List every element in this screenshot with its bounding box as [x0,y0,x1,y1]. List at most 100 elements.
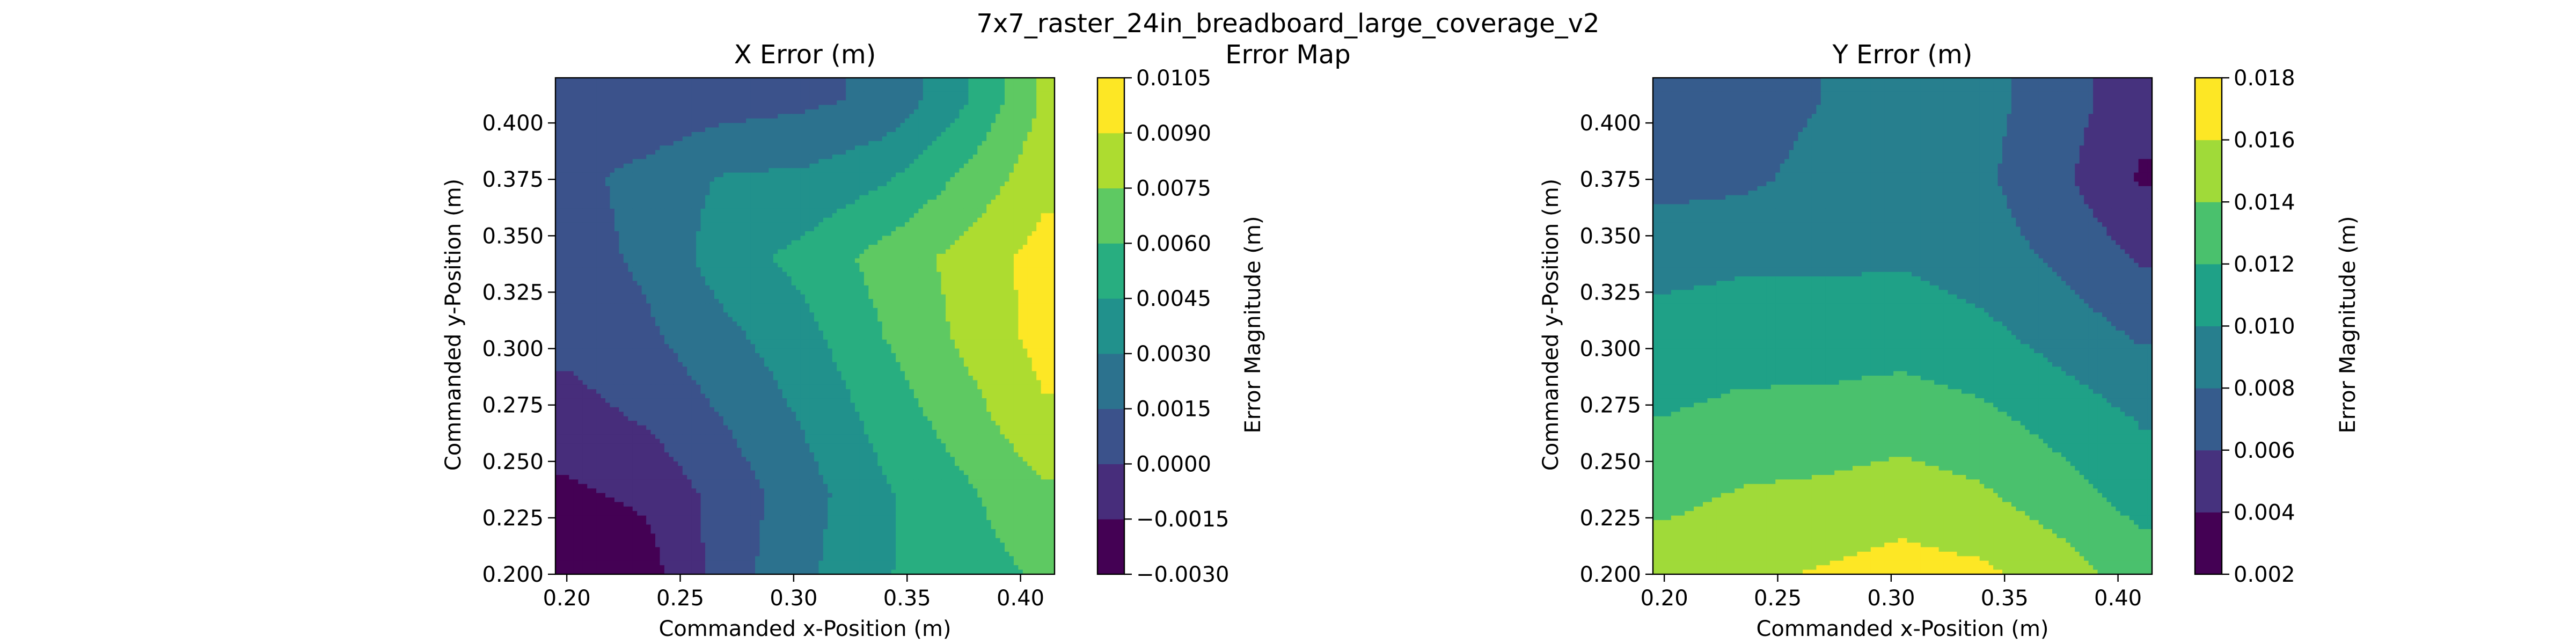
x-error-contour-cell [991,136,996,142]
x-error-contour-cell [723,96,728,101]
x-error-contour-cell [932,222,937,228]
x-error-contour-cell [955,245,960,250]
x-error-contour-cell [578,86,583,92]
x-error-contour-cell [1031,177,1037,182]
x-error-contour-cell [741,127,747,133]
x-error-contour-cell [841,78,846,83]
x-error-contour-cell [705,204,711,209]
x-error-contour-cell [623,281,628,286]
x-error-contour-cell [764,127,769,133]
x-error-contour-cell [705,100,711,106]
x-error-contour-cell [918,267,924,273]
x-error-contour-cell [1013,276,1019,282]
x-error-contour-cell [700,191,706,196]
x-error-contour-cell [660,253,665,259]
x-error-contour-cell [963,78,969,83]
x-error-contour-cell [832,200,837,205]
x-error-contour-cell [632,91,638,97]
x-error-contour-cell [578,159,583,164]
x-error-contour-cell [800,226,806,232]
x-error-contour-cell [646,253,652,259]
x-error-contour-cell [773,172,778,178]
x-error-contour-cell [628,258,633,264]
x-error-contour-cell [555,131,561,137]
x-error-contour-cell [968,217,974,223]
x-error-contour-cell [732,181,737,187]
x-error-contour-cell [791,114,796,119]
x-error-contour-cell [955,118,960,123]
x-error-contour-cell [728,217,733,223]
x-error-contour-cell [555,191,561,196]
x-error-contour-cell [632,236,638,241]
x-error-contour-cell [868,154,874,159]
x-error-contour-cell [873,186,878,191]
x-error-contour-cell [728,131,733,137]
x-error-contour-cell [859,118,865,123]
x-error-contour-cell [791,168,796,173]
x-error-contour-cell [587,236,592,241]
x-error-contour-cell [1013,118,1019,123]
x-error-contour-cell [991,226,996,232]
x-error-contour-cell [782,253,787,259]
x-error-contour-cell [1036,276,1042,282]
x-error-contour-cell [755,86,760,92]
x-error-contour-cell [573,100,579,106]
x-error-contour-cell [628,159,633,164]
x-error-contour-cell [932,217,937,223]
x-error-contour-cell [955,114,960,119]
x-error-contour-cell [664,109,669,114]
x-error-contour-cell [728,141,733,146]
x-error-contour-cell [691,191,697,196]
x-error-contour-cell [991,208,996,214]
x-error-contour-cell [555,222,561,228]
x-error-contour-cell [800,191,806,196]
x-error-contour-cell [991,131,996,137]
x-error-contour-cell [936,82,942,87]
x-error-contour-cell [863,253,869,259]
x-error-contour-cell [887,105,892,110]
x-error-contour-cell [1050,226,1055,232]
x-error-contour-cell [714,109,719,114]
x-error-contour-cell [660,91,665,97]
x-error-contour-cell [773,145,778,151]
x-error-contour-cell [991,78,996,83]
x-error-contour-cell [855,114,860,119]
x-error-contour-cell [778,267,783,273]
x-error-contour-cell [623,217,628,223]
x-error-contour-cell [709,78,715,83]
x-error-contour-cell [1045,217,1051,223]
x-error-contour-cell [882,145,887,151]
x-error-contour-cell [977,186,983,191]
x-error-contour-cell [655,141,661,146]
x-error-contour-cell [900,118,905,123]
x-error-contour-cell [764,159,769,164]
x-error-contour-cell [691,186,697,191]
x-error-contour-cell [601,154,606,159]
x-error-contour-cell [1031,123,1037,128]
x-error-contour-cell [855,186,860,191]
x-error-contour-cell [587,131,592,137]
x-error-contour-cell [832,168,837,173]
x-error-contour-cell [555,231,561,236]
x-error-contour-cell [896,276,901,282]
x-error-contour-cell [932,141,937,146]
x-error-contour-cell [719,150,724,155]
x-error-contour-cell [909,191,914,196]
x-error-contour-cell [723,118,728,123]
x-error-contour-cell [787,159,792,164]
x-error-contour-cell [759,236,765,241]
x-error-contour-cell [619,163,624,169]
x-error-contour-cell [705,267,711,273]
x-error-contour-cell [837,249,842,254]
x-error-contour-cell [986,258,992,264]
x-error-contour-cell [955,127,960,133]
x-error-contour-cell [787,181,792,187]
x-error-contour-cell [918,226,924,232]
x-error-contour-cell [637,245,642,250]
x-error-contour-cell [841,200,846,205]
x-error-contour-cell [809,100,815,106]
x-error-contour-cell [805,249,810,254]
x-error-contour-cell [769,78,774,83]
x-error-contour-cell [841,127,846,133]
x-error-contour-cell [750,231,756,236]
